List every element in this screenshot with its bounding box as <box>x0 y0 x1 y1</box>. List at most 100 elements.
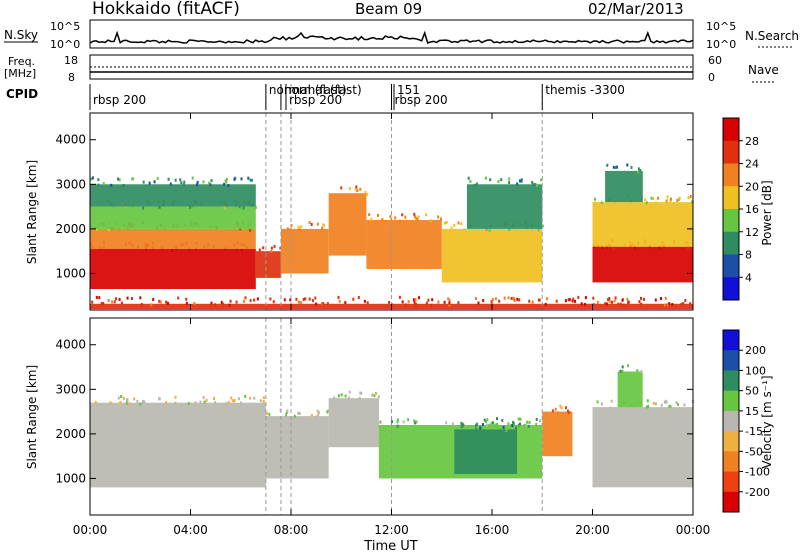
power-speckle <box>691 200 693 204</box>
velocity-region <box>328 398 379 448</box>
power-speckle <box>425 301 428 305</box>
power-speckle <box>520 179 523 183</box>
velocity-speckle <box>214 400 217 404</box>
velocity-speckle <box>621 365 624 369</box>
velocity-speckle <box>347 396 350 400</box>
power-speckle <box>654 201 657 205</box>
velocity-speckle <box>141 402 144 405</box>
power-speckle <box>654 298 657 302</box>
power-speckle <box>616 165 618 169</box>
cpid-segment-label: normal (fast) <box>269 83 347 97</box>
velocity-region <box>542 411 573 457</box>
velocity-speckle <box>669 404 672 408</box>
power-speckle <box>622 303 625 307</box>
power-speckle <box>637 170 640 174</box>
power-speckle <box>337 295 340 299</box>
power-speckle <box>540 178 543 182</box>
power-speckle <box>473 183 476 187</box>
velocity-speckle <box>413 421 416 425</box>
power-speckle <box>286 227 289 231</box>
colorbar-tick-label: 200 <box>745 344 766 357</box>
nave-tick-bottom: 0 <box>708 71 715 84</box>
velocity-speckle <box>293 414 296 418</box>
power-region <box>255 251 281 278</box>
colorbar-segment <box>723 410 739 432</box>
power-speckle <box>621 298 624 302</box>
velocity-speckle <box>125 401 128 405</box>
power-speckle <box>273 245 276 248</box>
velocity-speckle <box>490 422 493 425</box>
velocity-speckle <box>240 401 243 405</box>
colorbar-segment <box>723 390 739 412</box>
power-speckle <box>300 225 303 229</box>
power-speckle <box>359 187 362 191</box>
power-speckle <box>457 221 460 225</box>
power-speckle <box>663 303 666 307</box>
power-speckle <box>460 222 463 226</box>
power-speckle <box>169 182 172 186</box>
power-speckle <box>626 297 629 301</box>
power-speckle <box>669 199 672 203</box>
colorbar-tick-label: 16 <box>745 203 759 216</box>
x-tick-label: 08:00 <box>274 523 309 537</box>
power-speckle <box>210 301 213 305</box>
power-speckle <box>388 300 391 304</box>
velocity-speckle <box>187 402 190 405</box>
power-speckle <box>614 166 617 169</box>
velocity-speckle <box>479 426 482 430</box>
velocity-speckle <box>640 370 643 374</box>
velocity-speckle <box>203 400 206 404</box>
power-speckle <box>637 167 640 171</box>
power-speckle <box>687 196 690 200</box>
power-speckle <box>185 301 188 305</box>
x-tick-label: 00:00 <box>676 523 711 537</box>
velocity-speckle <box>565 406 567 410</box>
power-speckle <box>96 227 99 231</box>
velocity-speckle <box>262 400 265 403</box>
power-speckle <box>417 215 420 219</box>
power-speckle <box>298 228 301 232</box>
power-speckle <box>254 206 257 209</box>
velocity-speckle <box>230 396 233 400</box>
power-speckle <box>555 299 558 303</box>
power-speckle <box>475 182 478 186</box>
power-speckle <box>208 181 211 185</box>
power-speckle <box>344 301 347 305</box>
power-speckle <box>174 178 177 182</box>
velocity-speckle <box>316 409 319 413</box>
velocity-speckle <box>126 398 129 401</box>
power-speckle <box>131 297 133 300</box>
velocity-speckle <box>136 399 139 403</box>
colorbar-tick-label: 100 <box>745 364 766 377</box>
velocity-speckle <box>371 393 374 397</box>
velocity-speckle <box>310 413 313 417</box>
power-speckle <box>484 176 487 180</box>
velocity-speckle <box>475 422 478 426</box>
velocity-speckle <box>610 399 613 403</box>
velocity-speckle <box>109 401 112 405</box>
power-speckle <box>158 205 161 209</box>
power-speckle <box>118 297 121 301</box>
freq-label-line2: [MHz] <box>4 67 36 80</box>
velocity-speckle <box>110 402 113 406</box>
x-tick-label: 04:00 <box>173 523 208 537</box>
y-tick-label: 1000 <box>55 266 86 280</box>
velocity-speckle <box>120 395 123 398</box>
power-speckle <box>606 163 609 167</box>
colorbar-tick-label: 8 <box>745 249 752 262</box>
power-speckle <box>510 297 513 300</box>
power-speckle <box>398 295 401 299</box>
power-speckle <box>165 300 168 304</box>
power-speckle <box>626 163 629 167</box>
nsearch-label: N.Search <box>745 29 799 43</box>
power-speckle <box>431 298 434 302</box>
power-speckle <box>253 298 256 302</box>
power-speckle <box>240 248 243 252</box>
freq-tick-top: 18 <box>64 54 78 67</box>
colorbar-tick-label: -50 <box>745 445 763 458</box>
power-speckle <box>221 302 224 306</box>
power-speckle <box>676 199 679 202</box>
power-speckle <box>531 227 534 231</box>
velocity-speckle <box>485 420 488 424</box>
